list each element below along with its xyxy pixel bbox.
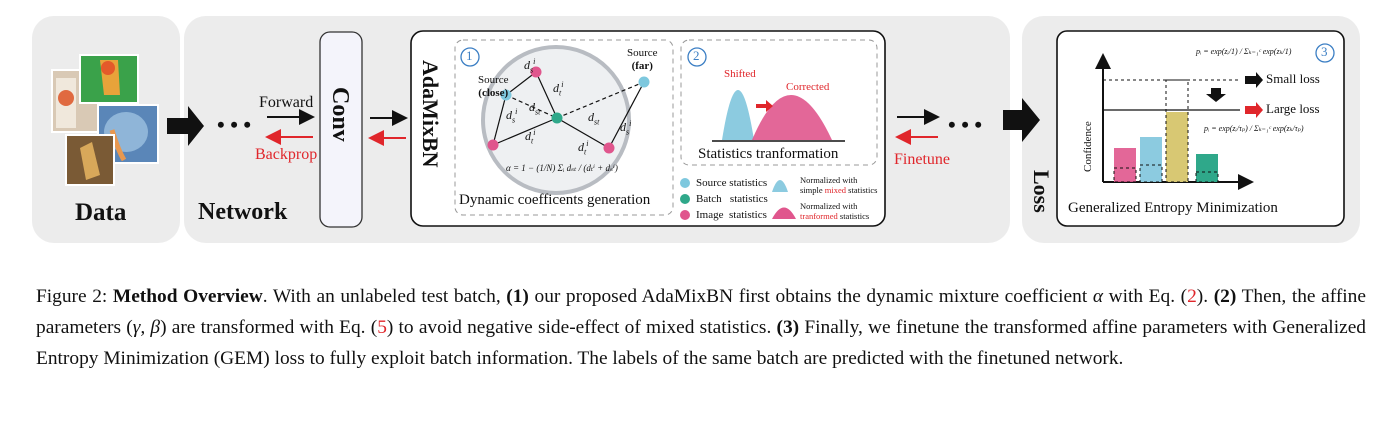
alpha-formula: α = 1 − (1/N) Σᵢ dₛₜ / (dₜⁱ + dₛⁱ) bbox=[506, 163, 618, 173]
formula-bottom: pᵢ = exp(zᵢ/τₚ) / Σₖ₌₁ᶜ exp(zₖ/τₚ) bbox=[1204, 124, 1304, 133]
ellipsis-icon: • • • bbox=[217, 112, 252, 137]
shifted-label: Shifted bbox=[724, 68, 756, 80]
adamixbn-label: AdaMixBN bbox=[418, 60, 443, 168]
legend-source: Source statistics bbox=[696, 177, 768, 189]
legend-image: Image statistics bbox=[696, 209, 767, 221]
badge-3: 3 bbox=[1321, 44, 1328, 59]
backprop-label: Backprop bbox=[255, 146, 318, 163]
figure-caption: Figure 2: Method Overview. With an unlab… bbox=[36, 286, 1366, 369]
corrected-label: Corrected bbox=[786, 81, 830, 93]
gem-caption: Generalized Entropy Minimization bbox=[1068, 200, 1278, 216]
small-loss-label: Small loss bbox=[1266, 71, 1320, 86]
distance-ds-label-2: dsi bbox=[506, 107, 518, 125]
distance-dst-label-2: dst bbox=[588, 110, 600, 127]
legend-normalized-transformed: Normalized with tranformed statistics bbox=[800, 201, 870, 221]
legend-batch: Batch statistics bbox=[696, 193, 768, 205]
arrow-right-icon bbox=[167, 106, 204, 146]
distance-dt-label-3: dti bbox=[578, 139, 589, 157]
source-close-label: Source (close) bbox=[478, 74, 509, 99]
statistics-caption: Statistics tranformation bbox=[698, 146, 839, 162]
distance-dt-label-2: dti bbox=[525, 128, 536, 146]
network-label: Network bbox=[198, 199, 288, 225]
badge-1: 1 bbox=[466, 48, 473, 63]
legend-normalized-mixed: Normalized with simple mixed statistics bbox=[800, 175, 878, 195]
distance-ds-label: dsi bbox=[524, 57, 536, 75]
data-label: Data bbox=[75, 199, 127, 226]
badge-2: 2 bbox=[693, 48, 700, 63]
loss-label: Loss bbox=[1029, 170, 1054, 213]
dynamic-caption: Dynamic coefficents generation bbox=[459, 192, 651, 208]
conv-block bbox=[319, 31, 363, 228]
forward-label: Forward bbox=[259, 94, 314, 111]
confidence-axis-label: Confidence bbox=[1082, 121, 1094, 172]
distance-dst-label: dst bbox=[529, 100, 541, 117]
source-far-label: Source (far) bbox=[627, 47, 658, 72]
image-stack-icon bbox=[51, 54, 159, 186]
finetune-label: Finetune bbox=[894, 151, 950, 168]
method-diagram bbox=[51, 30, 1345, 228]
large-loss-label: Large loss bbox=[1266, 101, 1320, 116]
formula-top: pᵢ = exp(zᵢ/1) / Σₖ₌₁ᶜ exp(zₖ/1) bbox=[1196, 47, 1292, 56]
distance-ds-label-3: dsi bbox=[620, 119, 632, 137]
distance-dt-label: dti bbox=[553, 80, 564, 98]
conv-label: Conv bbox=[327, 87, 353, 142]
ellipsis-icon: • • • bbox=[948, 112, 983, 137]
